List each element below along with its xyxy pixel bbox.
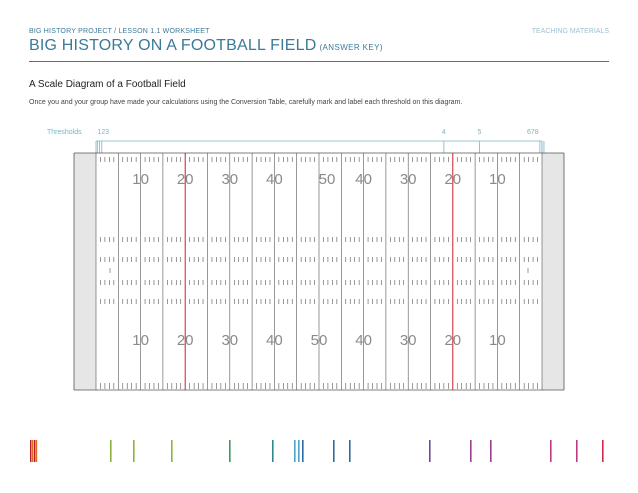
yard-number-bottom-3: 30 <box>221 332 238 349</box>
yard-number-top-6: 40 <box>355 171 372 188</box>
legend-bar-18 <box>550 440 552 462</box>
title-subtitle: (ANSWER KEY) <box>319 43 383 52</box>
yard-number-bottom-2: 20 <box>177 332 194 349</box>
hash-row-6 <box>100 383 538 389</box>
legend-bar-14 <box>349 440 351 462</box>
legend-bar-5 <box>110 440 112 462</box>
legend-bar-3 <box>34 440 36 462</box>
yard-number-bottom-8: 20 <box>444 332 461 349</box>
header-divider <box>29 61 609 62</box>
hash-row-1 <box>100 157 538 162</box>
hash-row-2 <box>100 237 538 242</box>
threshold-group-label-3: 5 <box>478 129 482 136</box>
yard-number-top-5: 50 <box>319 171 336 188</box>
yard-lines <box>73 152 565 391</box>
legend-bar-19 <box>576 440 578 462</box>
yard-number-bottom-9: 10 <box>489 332 506 349</box>
worksheet-kicker: BIG HISTORY PROJECT / LESSON 1.1 WORKSHE… <box>29 28 210 35</box>
legend-bar-13 <box>333 440 335 462</box>
yard-number-top-9: 10 <box>489 171 506 188</box>
yard-number-bottom-4: 40 <box>266 332 283 349</box>
legend-bar-4 <box>36 440 38 462</box>
legend-bar-12 <box>302 440 304 462</box>
hash-marks <box>100 157 538 389</box>
legend-bar-8 <box>229 440 231 462</box>
legend-bar-17 <box>490 440 492 462</box>
yard-number-top-3: 30 <box>221 171 238 188</box>
legend-bar-6 <box>133 440 135 462</box>
legend-bar-20 <box>602 440 604 462</box>
legend-bar-1 <box>30 440 32 462</box>
yard-number-bottom-7: 30 <box>400 332 417 349</box>
instructions-text: Once you and your group have made your c… <box>29 99 463 106</box>
page-title: BIG HISTORY ON A FOOTBALL FIELD (ANSWER K… <box>29 37 383 55</box>
threshold-group-label-1: 123 <box>97 129 109 136</box>
yard-numbers-bottom: 10 20 30 40 50 40 30 20 10 <box>132 332 505 349</box>
title-main: BIG HISTORY ON A FOOTBALL FIELD <box>29 37 317 54</box>
hash-row-3 <box>100 257 538 262</box>
teaching-materials-tag: TEACHING MATERIALS <box>531 28 609 35</box>
hash-row-4 <box>100 280 538 285</box>
legend-bar-10 <box>294 440 296 462</box>
legend-bar-11 <box>298 440 300 462</box>
threshold-group-label-2: 4 <box>442 129 446 136</box>
yard-number-bottom-6: 40 <box>355 332 372 349</box>
endzone-right <box>542 153 564 390</box>
yard-number-top-7: 30 <box>400 171 417 188</box>
thresholds-label: Thresholds <box>47 129 82 136</box>
yard-numbers-top: 10 20 30 40 50 40 30 20 10 <box>132 171 505 188</box>
yard-number-top-2: 20 <box>177 171 194 188</box>
legend-bar-16 <box>470 440 472 462</box>
legend-bar-7 <box>171 440 173 462</box>
yard-number-bottom-1: 10 <box>132 332 149 349</box>
legend-bar-9 <box>272 440 274 462</box>
legend-bar-15 <box>429 440 431 462</box>
yard-number-top-8: 20 <box>444 171 461 188</box>
color-legend-bars <box>30 440 604 462</box>
yard-number-bottom-5: 50 <box>311 332 328 349</box>
threshold-markers: 123 4 5 678 <box>95 129 545 153</box>
endzone-left <box>74 153 96 390</box>
yard-number-top-4: 40 <box>266 171 283 188</box>
yard-number-top-1: 10 <box>132 171 149 188</box>
section-heading: A Scale Diagram of a Football Field <box>29 79 186 90</box>
hash-row-5 <box>100 299 538 304</box>
threshold-group-label-4: 678 <box>527 129 539 136</box>
legend-bar-2 <box>32 440 34 462</box>
